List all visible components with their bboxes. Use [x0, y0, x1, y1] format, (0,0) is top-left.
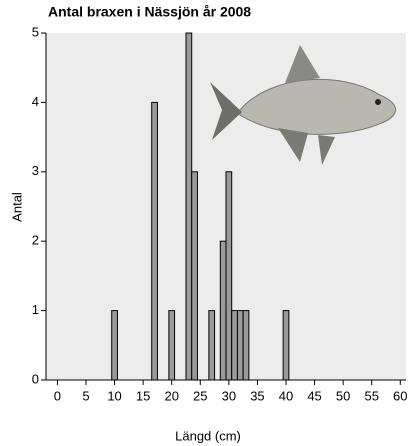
x-tick-label: 15 [136, 388, 150, 403]
bar [186, 33, 192, 380]
x-tick-label: 60 [393, 388, 407, 403]
x-axis-label: Längd (cm) [175, 428, 241, 443]
x-tick-label: 45 [307, 388, 321, 403]
x-tick-label: 20 [164, 388, 178, 403]
chart: Antal braxen i Nässjön år 2008 Längd (cm… [0, 0, 415, 446]
y-axis-label: Antal [9, 192, 24, 222]
bar [220, 241, 226, 380]
bar [226, 172, 232, 380]
bar [152, 102, 158, 380]
y-tick-label: 0 [32, 371, 39, 386]
bar [169, 311, 175, 380]
y-tick-label: 5 [32, 24, 39, 39]
bar [192, 172, 198, 380]
fish-eye [375, 99, 381, 105]
bar [283, 311, 289, 380]
y-tick-label: 2 [32, 233, 39, 248]
bar [237, 311, 243, 380]
x-tick-label: 35 [250, 388, 264, 403]
x-tick-label: 55 [364, 388, 378, 403]
y-tick-label: 3 [32, 163, 39, 178]
y-tick-label: 1 [32, 302, 39, 317]
chart-title: Antal braxen i Nässjön år 2008 [48, 4, 251, 20]
x-tick-label: 10 [107, 388, 121, 403]
y-tick-label: 4 [32, 94, 39, 109]
bar [209, 311, 215, 380]
bar [112, 311, 118, 380]
x-tick-label: 0 [54, 388, 61, 403]
x-tick-label: 40 [279, 388, 293, 403]
bar [232, 311, 238, 380]
x-tick-label: 30 [222, 388, 236, 403]
x-tick-label: 50 [336, 388, 350, 403]
x-tick-label: 25 [193, 388, 207, 403]
x-tick-label: 5 [82, 388, 89, 403]
bar [243, 311, 249, 380]
